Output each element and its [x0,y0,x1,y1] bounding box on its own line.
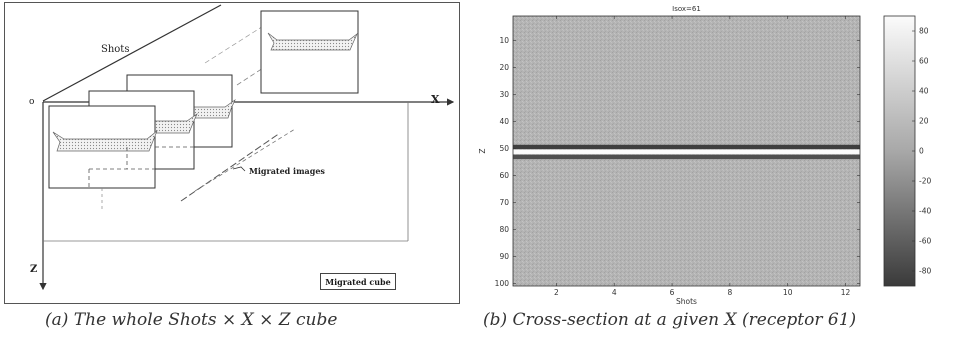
colorbar-tick-label: 60 [919,57,929,66]
x-tick-label: 6 [670,288,675,297]
colorbar-tick-label: 0 [919,147,924,156]
back-shot-frame [260,10,359,94]
back-shot-seismic [267,32,358,51]
migrated-images-leader [232,166,246,172]
y-tick-label: 30 [499,90,509,99]
y-tick-label: 40 [499,117,509,126]
y-tick-label: 50 [499,144,509,153]
migrated-cube-label: Migrated cube [320,273,396,290]
cube-diagram-panel: Shots o X Z Migrated images Migrated cub… [4,2,460,304]
x-axis-label: Shots [676,297,697,306]
reflector-band-0 [513,144,860,150]
y-tick-label: 10 [499,36,509,45]
colorbar-tick-label: 40 [919,87,929,96]
cross-section-chart: Isox=61 2 4 6 8 10 12 10 20 30 40 50 60 70 80 90 100 Shot… [478,5,931,306]
colorbar [883,15,916,287]
y-axis-label: Z [478,148,487,153]
shot-seismic-1 [52,129,158,152]
shots-axis-line [42,4,222,102]
reflector-band-2 [513,154,860,160]
x-tick-label: 8 [727,288,732,297]
plot-frame [512,15,861,287]
y-tick-label: 20 [499,63,509,72]
y-tick-label: 100 [495,279,510,288]
reflector-band-1 [513,149,860,154]
colorbar-tick-label: -40 [919,207,931,216]
x-tick-label: 4 [612,288,617,297]
colorbar-tick-label: 80 [919,27,929,36]
y-tick-label: 60 [499,171,509,180]
y-tick-label: 90 [499,252,509,261]
guide-dash-2 [204,22,269,64]
shots-axis-label: Shots [101,44,130,55]
caption-b: (b) Cross-section at a given X (receptor… [483,310,857,330]
migrated-images-label: Migrated images [249,166,325,176]
cube-diagram [39,4,455,291]
z-axis-label: Z [30,264,38,275]
x-tick-label: 12 [841,288,851,297]
cross-section-panel: Isox=61 2 4 6 8 10 12 10 20 30 40 50 60 70 80 90 100 Shot… [460,0,960,308]
origin-label: o [29,97,35,107]
x-tick-label: 10 [783,288,793,297]
colorbar-tick-label: -60 [919,237,931,246]
colorbar-tick-label: -20 [919,177,931,186]
y-tick-label: 80 [499,225,509,234]
x-axis-label: X [431,93,440,106]
guide-dash-4 [194,128,296,192]
y-tick-label: 70 [499,198,509,207]
plot-title: Isox=61 [672,5,701,13]
colorbar-tick-label: 20 [919,117,929,126]
x-tick-label: 2 [554,288,559,297]
colorbar-tick-label: -80 [919,267,931,276]
caption-a: (a) The whole Shots × X × Z cube [45,310,338,330]
